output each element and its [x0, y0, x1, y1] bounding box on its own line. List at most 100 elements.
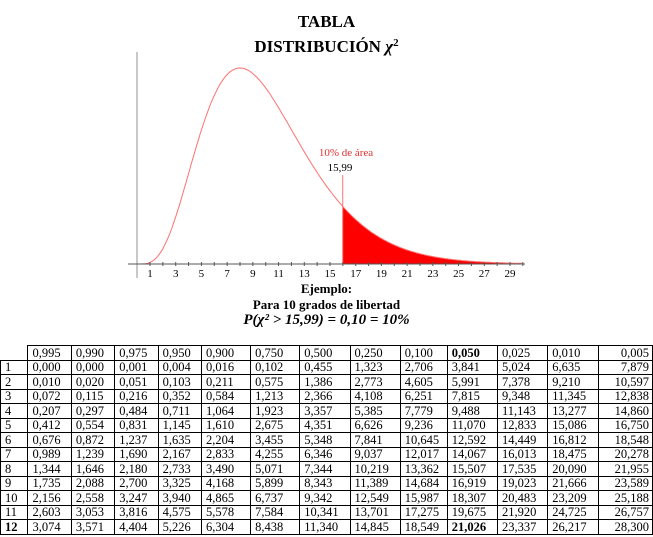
table-cell: 11,345	[547, 388, 599, 404]
table-cell: 5,024	[496, 359, 549, 375]
table-cell: 1,064	[201, 403, 252, 419]
table-cell: 1,635	[157, 432, 203, 448]
table-cell: 0,676	[27, 432, 72, 448]
table-cell: 2,675	[250, 417, 301, 433]
table-cell: 10,341	[299, 504, 351, 520]
table-cell: 4,108	[349, 388, 401, 404]
column-header: 0,995	[27, 345, 72, 361]
table-cell: 16,919	[446, 475, 499, 491]
table-cell: 1,145	[157, 417, 203, 433]
table-cell: 2,833	[201, 446, 252, 462]
table-row: 4 0,207 0,297 0,484 0,711 1,064 1,923 3,357 5,38…	[0, 403, 653, 419]
degrees-of-freedom-cell: 5	[0, 417, 29, 433]
degrees-of-freedom-cell: 3	[0, 388, 29, 404]
table-cell: 3,940	[157, 490, 203, 506]
table-row: 8 1,344 1,646 2,180 2,733 3,490 5,071 7,344 10,2…	[0, 461, 653, 477]
table-cell: 3,357	[299, 403, 351, 419]
table-cell: 19,023	[496, 475, 549, 491]
table-cell: 0,989	[27, 446, 72, 462]
chi-superscript: 2	[393, 37, 399, 49]
table-cell: 0,584	[201, 388, 252, 404]
table-row: 1 0,000 0,000 0,001 0,004 0,016 0,102 0,455 1,32…	[0, 359, 653, 375]
table-cell: 9,210	[547, 374, 599, 390]
degrees-of-freedom-cell: 6	[0, 432, 29, 448]
table-cell: 9,037	[349, 446, 401, 462]
table-cell: 16,750	[597, 417, 653, 433]
column-header: 0,950	[157, 345, 203, 361]
table-cell: 0,352	[157, 388, 203, 404]
table-cell: 2,088	[70, 475, 116, 491]
table-cell: 8,438	[250, 519, 301, 535]
x-tick-label: 15	[325, 268, 337, 280]
table-cell: 20,483	[496, 490, 549, 506]
table-cell: 7,344	[299, 461, 351, 477]
table-cell: 1,239	[70, 446, 116, 462]
table-row: 12 3,074 3,571 4,404 5,226 6,304 8,438 11,340 14…	[0, 519, 653, 535]
table-cell: 0,000	[70, 359, 116, 375]
table-cell: 1,213	[250, 388, 301, 404]
table-cell: 5,578	[201, 504, 252, 520]
table-cell: 0,711	[157, 403, 203, 419]
table-cell: 15,507	[446, 461, 499, 477]
x-tick-label: 1	[147, 268, 153, 280]
column-header: 0,005	[597, 345, 653, 361]
x-tick-label: 9	[250, 268, 256, 280]
table-cell: 2,700	[114, 475, 159, 491]
table-cell: 14,067	[446, 446, 499, 462]
column-header: 0,990	[70, 345, 116, 361]
table-cell: 0,216	[114, 388, 159, 404]
table-cell: 7,879	[597, 359, 653, 375]
degrees-of-freedom-cell: 11	[0, 504, 29, 520]
table-cell: 14,860	[597, 403, 653, 419]
table-cell: 9,236	[399, 417, 448, 433]
page-title-line1: TABLA	[297, 12, 356, 31]
table-cell: 0,575	[250, 374, 301, 390]
column-header: 0,025	[496, 345, 549, 361]
column-header: 0,050	[446, 345, 499, 361]
table-cell: 7,815	[446, 388, 499, 404]
table-cell: 6,737	[250, 490, 301, 506]
table-row: 5 0,412 0,554 0,831 1,145 1,610 2,675 4,351 6,62…	[0, 417, 653, 433]
table-cell: 20,278	[597, 446, 653, 462]
table-cell: 20,090	[547, 461, 599, 477]
x-axis-ticks: 1 3 5 7 9 11 13 15 17 19 21 23 25 27 29	[147, 262, 524, 280]
example-formula: P(χ² > 15,99) = 0,10 = 10%	[243, 312, 410, 328]
table-cell: 3,841	[446, 359, 499, 375]
table-cell: 2,204	[201, 432, 252, 448]
table-cell: 11,340	[299, 519, 351, 535]
table-cell: 21,666	[547, 475, 599, 491]
table-cell: 1,610	[201, 417, 252, 433]
table-row: 7 0,989 1,239 1,690 2,167 2,833 4,255 6,346 9,03…	[0, 446, 653, 462]
table-cell: 1,646	[70, 461, 116, 477]
table-cell: 6,626	[349, 417, 401, 433]
table-cell: 4,575	[157, 504, 203, 520]
table-cell: 5,385	[349, 403, 401, 419]
tail-area	[342, 206, 523, 264]
degrees-of-freedom-cell: 2	[0, 374, 29, 390]
table-cell: 0,001	[114, 359, 159, 375]
table-cell: 0,072	[27, 388, 72, 404]
x-tick-label: 5	[199, 268, 205, 280]
x-tick-label: 21	[402, 268, 413, 280]
table-cell: 0,103	[157, 374, 203, 390]
table-cell: 0,211	[201, 374, 252, 390]
table-cell: 2,558	[70, 490, 116, 506]
degrees-of-freedom-cell: 7	[0, 446, 29, 462]
table-cell: 3,325	[157, 475, 203, 491]
x-tick-label: 17	[350, 268, 362, 280]
critical-value-annotation: 15,99	[328, 162, 353, 174]
table-cell: 1,344	[27, 461, 72, 477]
table-cell: 5,991	[446, 374, 499, 390]
table-cell: 0,051	[114, 374, 159, 390]
table-cell: 15,987	[399, 490, 448, 506]
table-cell: 2,603	[27, 504, 72, 520]
table-cell: 14,684	[399, 475, 448, 491]
table-cell: 3,571	[70, 519, 116, 535]
table-cell: 10,645	[399, 432, 448, 448]
table-cell: 12,592	[446, 432, 499, 448]
table-cell: 23,209	[547, 490, 599, 506]
table-cell: 0,831	[114, 417, 159, 433]
table-cell: 3,455	[250, 432, 301, 448]
degrees-of-freedom-cell: 9	[0, 475, 29, 491]
table-cell: 0,412	[27, 417, 72, 433]
